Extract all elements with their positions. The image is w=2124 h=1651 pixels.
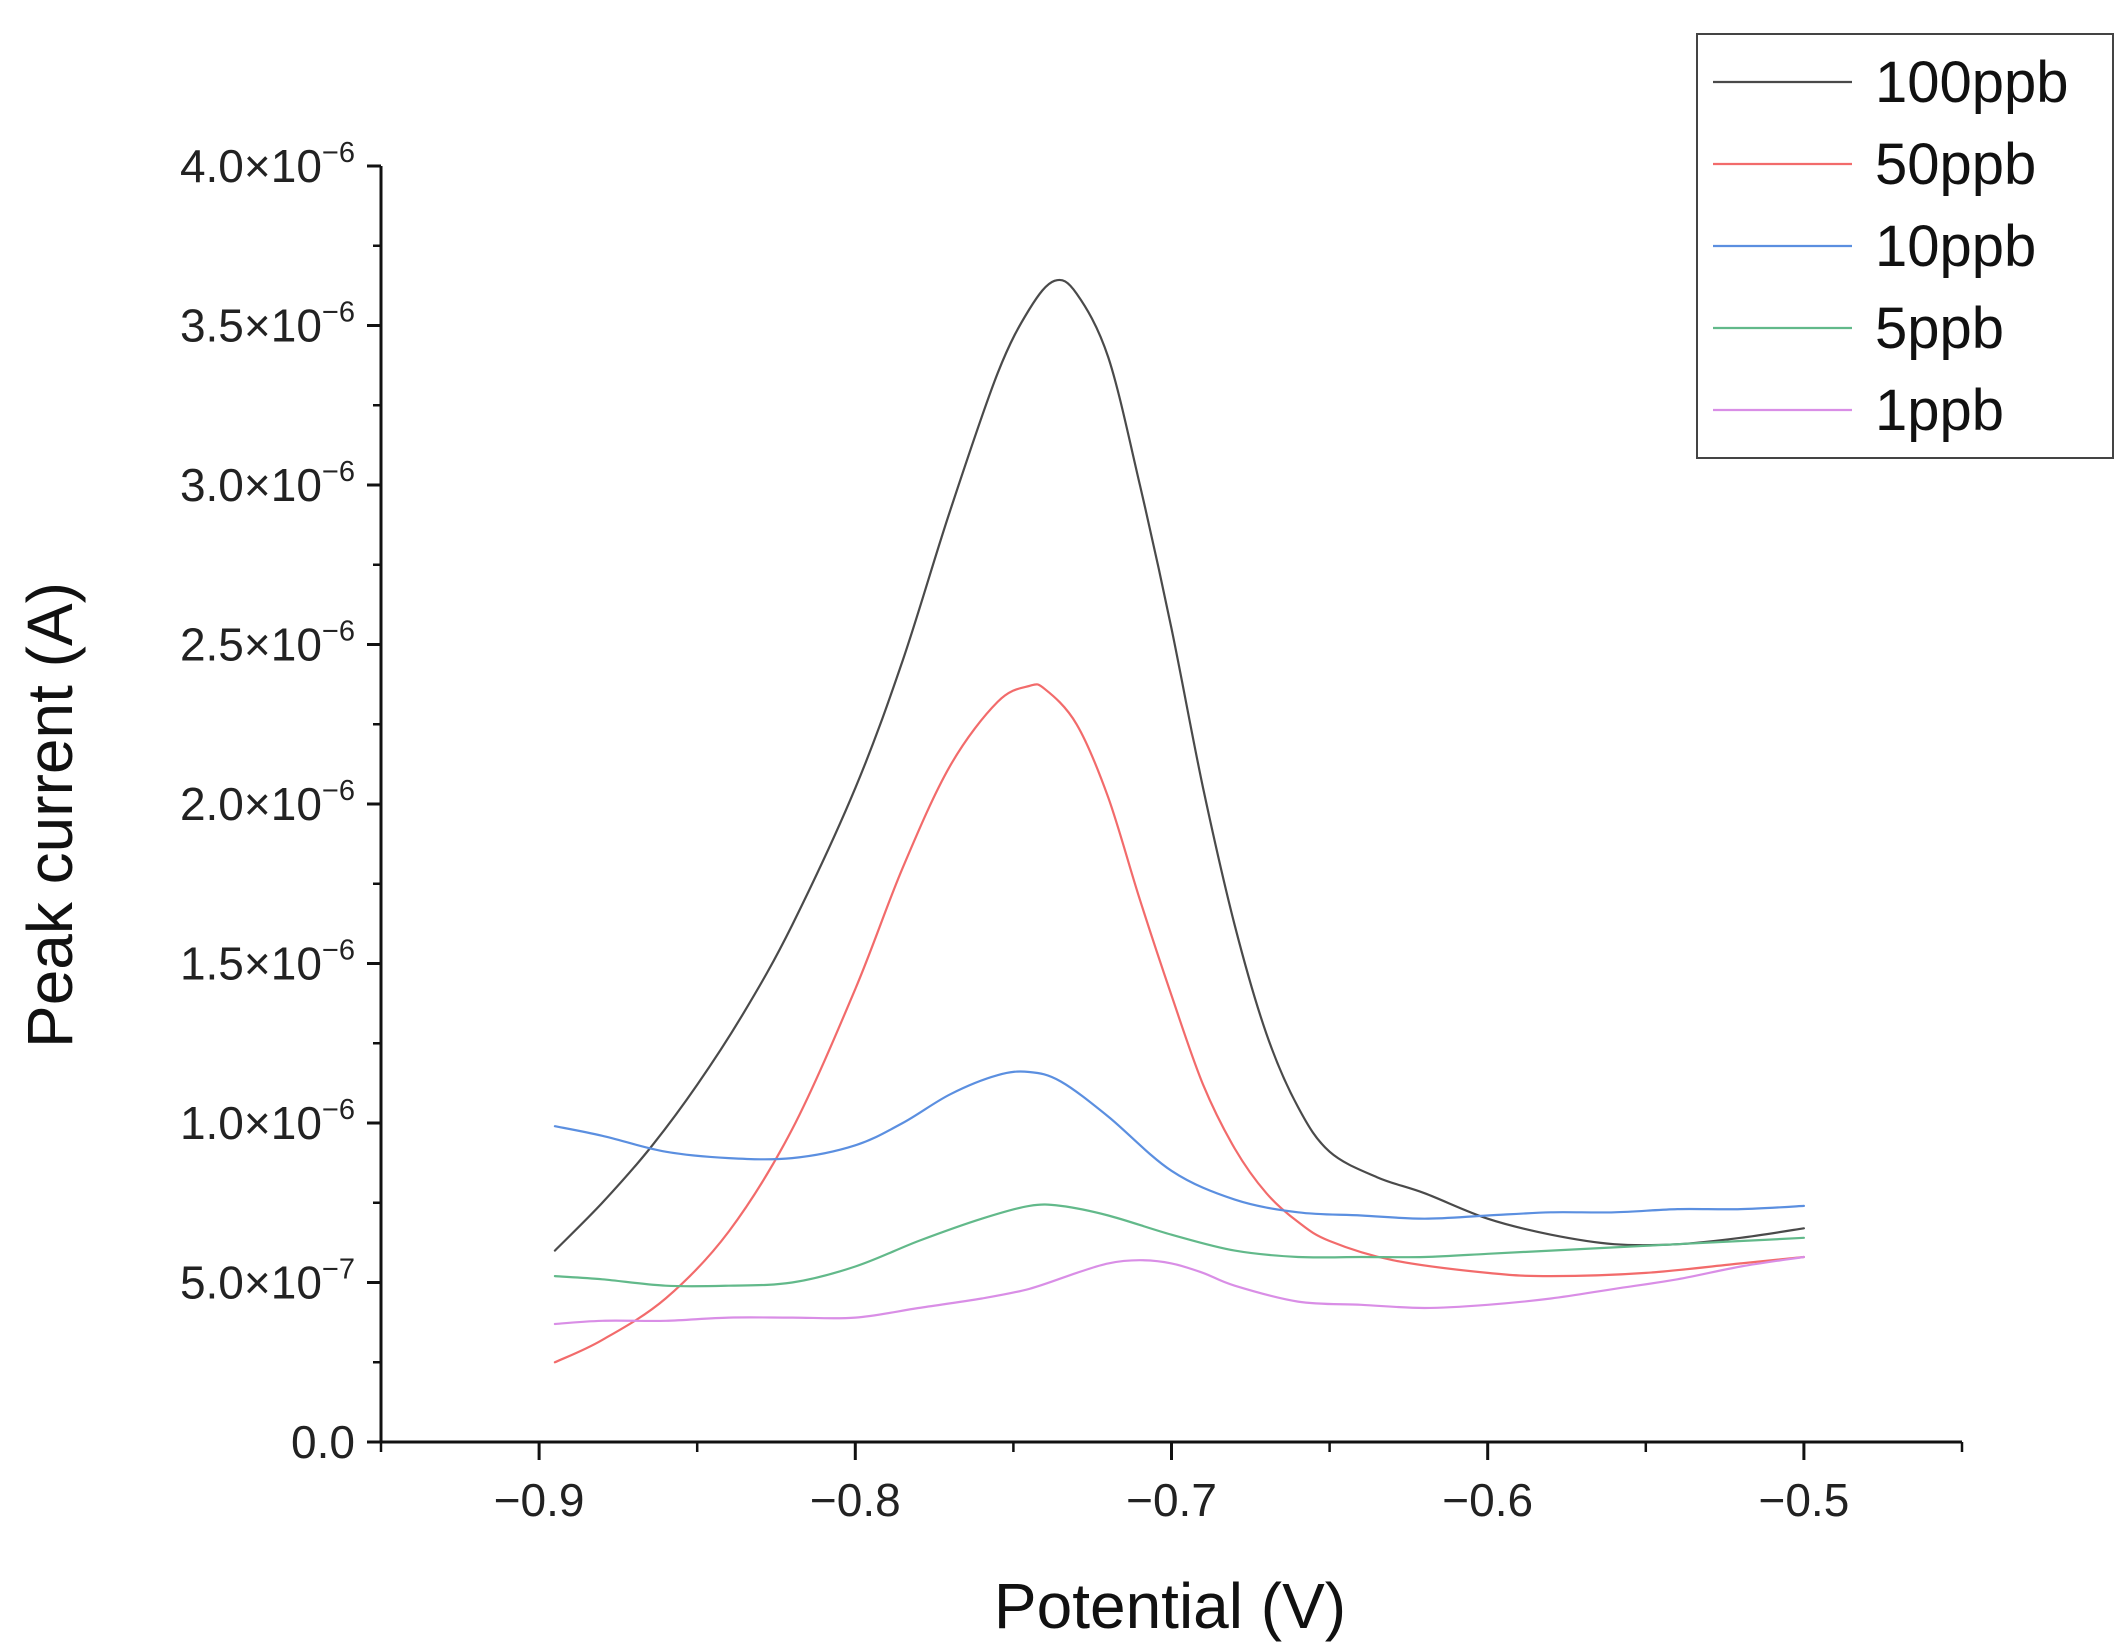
y-tick-label: 3.5×10−6	[180, 297, 355, 352]
x-axis-title: Potential (V)	[994, 1570, 1346, 1642]
y-axis-ticks: 0.0 5.0×10−7 1.0×10−6 1.5×10−6 2.0×10−6 2.5×1…	[180, 137, 381, 1468]
legend-label: 50ppb	[1875, 132, 2036, 197]
legend-label: 1ppb	[1875, 378, 2004, 443]
x-tick-label: −0.9	[494, 1474, 585, 1526]
series-line-1ppb	[553, 1255, 1805, 1326]
y-tick-label: 0.0	[291, 1416, 355, 1468]
x-tick-label: −0.5	[1758, 1474, 1849, 1526]
y-tick-label: 2.0×10−6	[180, 775, 355, 830]
x-tick-label: −0.7	[1126, 1474, 1217, 1526]
y-tick-label: 2.5×10−6	[180, 616, 355, 671]
y-tick-label: 4.0×10−6	[180, 137, 355, 192]
series-line-10ppb	[553, 1070, 1805, 1220]
series-line-100ppb	[553, 278, 1805, 1252]
series-line-50ppb	[553, 683, 1805, 1364]
y-tick-label: 3.0×10−6	[180, 456, 355, 511]
x-axis-ticks: −0.9 −0.8 −0.7 −0.6 −0.5	[379, 1442, 1964, 1526]
y-tick-label: 5.0×10−7	[180, 1254, 355, 1309]
y-tick-label: 1.5×10−6	[180, 935, 355, 990]
x-tick-label: −0.6	[1442, 1474, 1533, 1526]
x-tick-label: −0.8	[810, 1474, 901, 1526]
legend-label: 10ppb	[1875, 214, 2036, 279]
y-axis-title: Peak current (A)	[14, 582, 86, 1048]
legend-label: 5ppb	[1875, 296, 2004, 361]
legend: 100ppb 50ppb 10ppb 5ppb 1ppb	[1696, 33, 2114, 459]
series-line-5ppb	[553, 1203, 1805, 1288]
y-tick-label: 1.0×10−6	[180, 1094, 355, 1149]
legend-label: 100ppb	[1875, 50, 2069, 115]
plot-series	[553, 278, 1805, 1364]
